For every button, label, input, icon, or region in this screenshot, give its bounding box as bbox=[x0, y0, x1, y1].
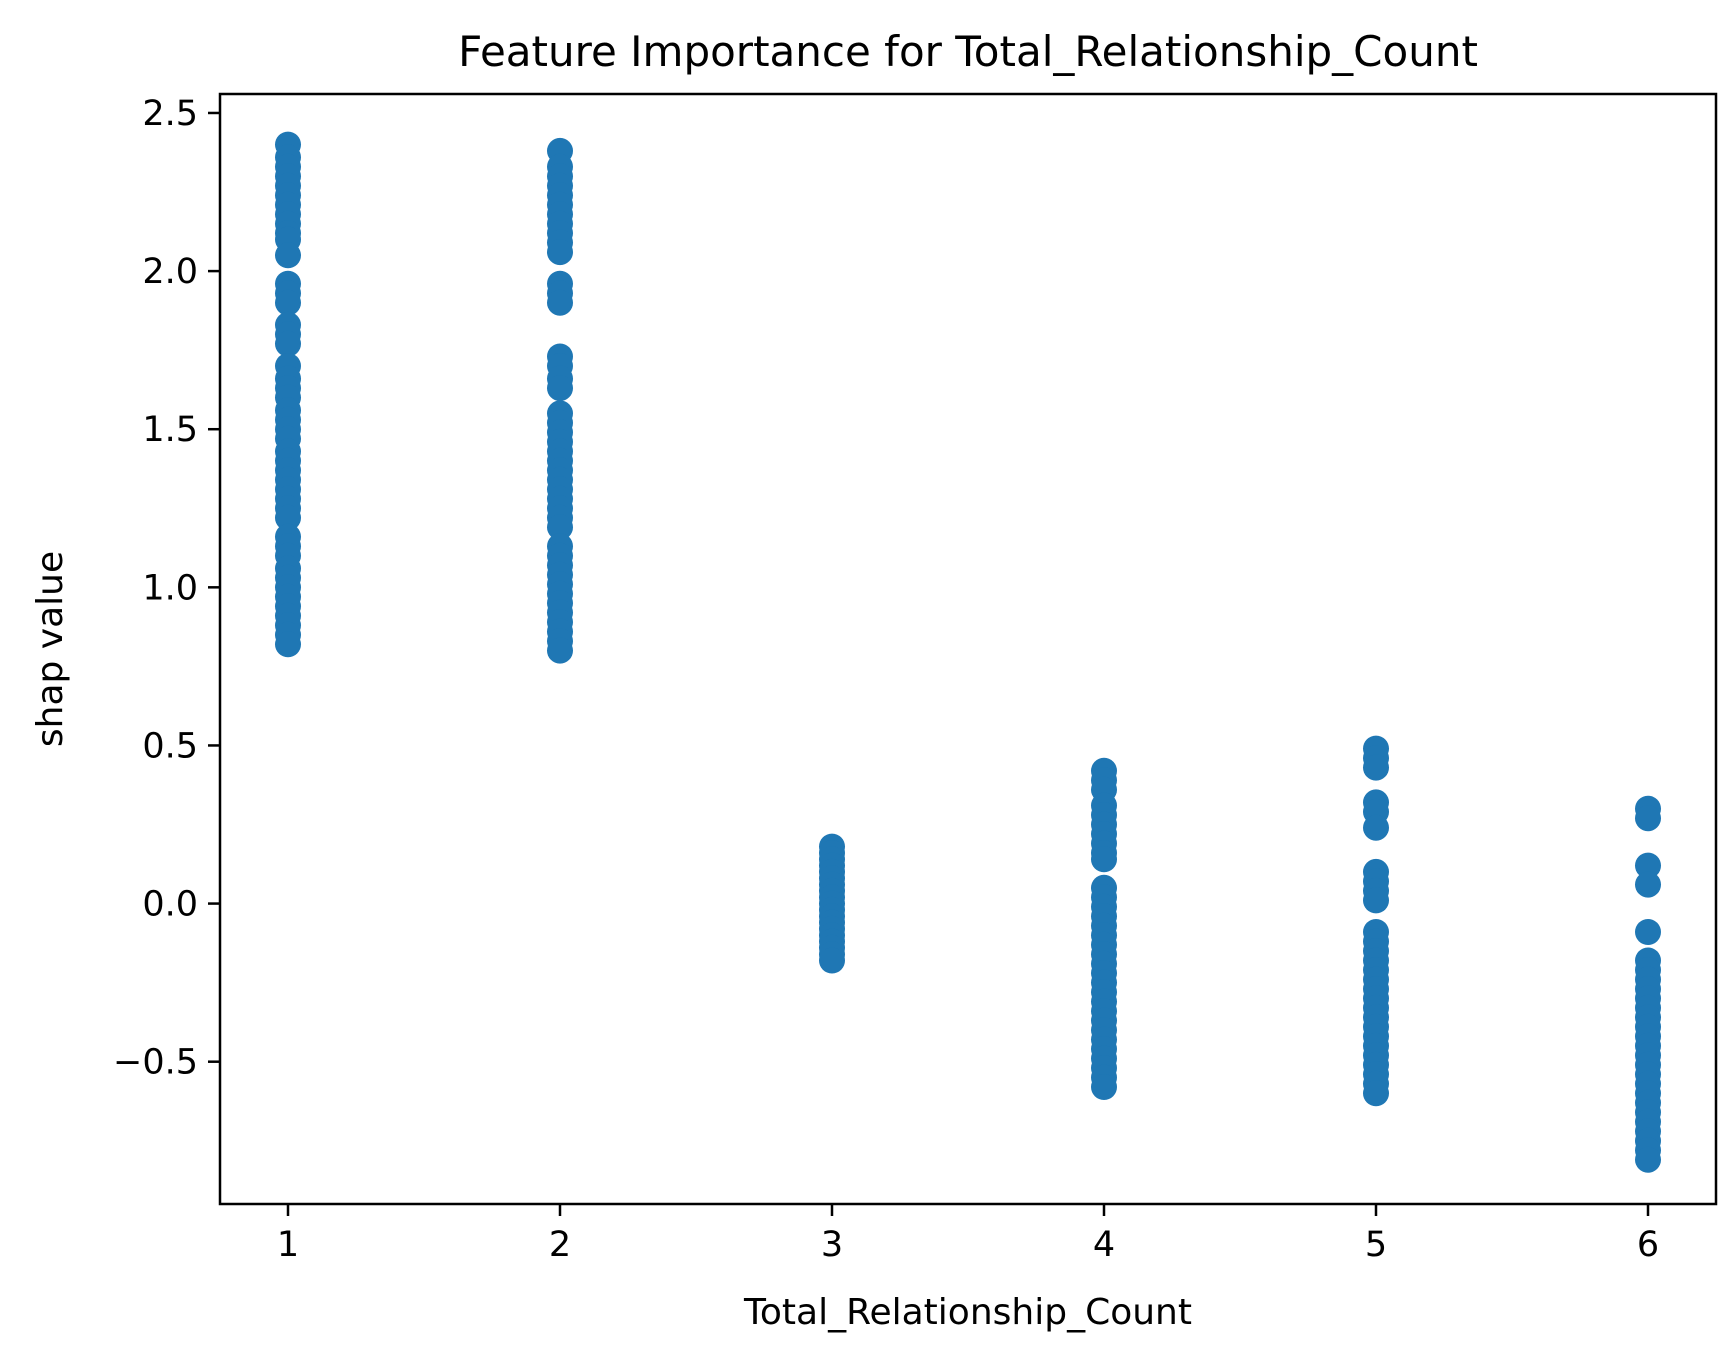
y-tick-label: −0.5 bbox=[113, 1043, 198, 1083]
data-point bbox=[547, 239, 573, 266]
data-point bbox=[819, 947, 845, 974]
x-tick-label: 4 bbox=[1093, 1225, 1115, 1265]
x-tick-label: 2 bbox=[549, 1225, 571, 1265]
data-point bbox=[1363, 887, 1389, 914]
data-point bbox=[1363, 754, 1389, 781]
data-point bbox=[547, 637, 573, 664]
data-point bbox=[1635, 805, 1661, 832]
data-point bbox=[275, 330, 301, 357]
data-point bbox=[1363, 814, 1389, 841]
y-tick-label: 1.5 bbox=[142, 410, 198, 450]
data-point bbox=[275, 242, 301, 269]
data-point bbox=[547, 289, 573, 316]
x-axis: 1 2 3 4 5 6 bbox=[277, 1204, 1659, 1265]
data-point bbox=[1363, 1080, 1389, 1107]
x-tick-label: 6 bbox=[1637, 1225, 1659, 1265]
data-point bbox=[275, 504, 301, 531]
data-point bbox=[1091, 1074, 1117, 1100]
data-point bbox=[1091, 846, 1117, 873]
data-point bbox=[1635, 852, 1661, 879]
data-point bbox=[1635, 871, 1661, 898]
y-tick-label: 2.5 bbox=[142, 94, 198, 134]
y-axis-label: shap value bbox=[30, 551, 71, 747]
y-tick-label: 2.0 bbox=[142, 252, 198, 292]
chart-title: Feature Importance for Total_Relationshi… bbox=[458, 27, 1478, 76]
x-tick-label: 3 bbox=[821, 1225, 843, 1265]
data-point bbox=[1635, 1146, 1661, 1173]
data-point bbox=[275, 631, 301, 658]
data-point bbox=[547, 514, 573, 541]
x-tick-label: 5 bbox=[1365, 1225, 1387, 1265]
data-point bbox=[547, 375, 573, 402]
x-axis-label: Total_Relationship_Count bbox=[743, 1292, 1192, 1333]
data-point bbox=[275, 289, 301, 316]
y-tick-label: 0.0 bbox=[142, 885, 198, 925]
plot-frame bbox=[218, 92, 1718, 1206]
y-tick-label: 0.5 bbox=[142, 726, 198, 766]
data-point bbox=[1635, 919, 1661, 945]
x-tick-label: 1 bbox=[277, 1225, 299, 1265]
points-layer bbox=[275, 131, 1661, 1173]
y-axis: −0.5 0.0 0.5 1.0 1.5 2.0 2.5 bbox=[113, 94, 220, 1083]
y-tick-label: 1.0 bbox=[142, 568, 198, 608]
